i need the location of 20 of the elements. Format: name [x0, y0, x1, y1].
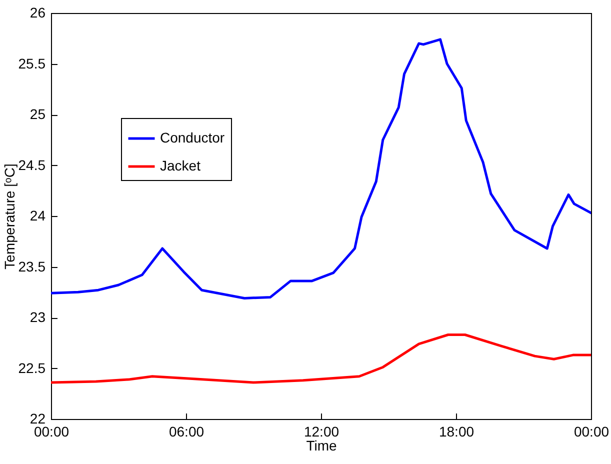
y-tick-label: 24 [30, 208, 46, 224]
y-tick-label: 26 [30, 4, 46, 20]
legend-label: Conductor [160, 130, 225, 146]
y-tick-label: 25 [30, 106, 46, 122]
y-tick-label: 22.5 [18, 360, 46, 376]
x-tick-label: 18:00 [438, 424, 474, 440]
line-series [51, 38, 591, 300]
x-tick-label: 06:00 [168, 424, 204, 440]
y-tick-label: 24.5 [18, 156, 46, 173]
x-tick-label: 00:00 [34, 424, 70, 440]
y-tick-label: 25.5 [18, 55, 46, 72]
x-tick-label: 12:00 [304, 424, 340, 440]
line-series [51, 334, 591, 384]
x-axis-title: Time [306, 438, 338, 454]
y-tick-label: 23 [30, 309, 46, 325]
x-tick-label: 00:00 [574, 424, 610, 440]
y-tick-label: 23.5 [18, 258, 46, 274]
legend-label: Jacket [160, 158, 201, 174]
y-tick-label: 22 [30, 410, 46, 426]
y-axis-title: Temperature [ᵒC] [1, 164, 18, 270]
